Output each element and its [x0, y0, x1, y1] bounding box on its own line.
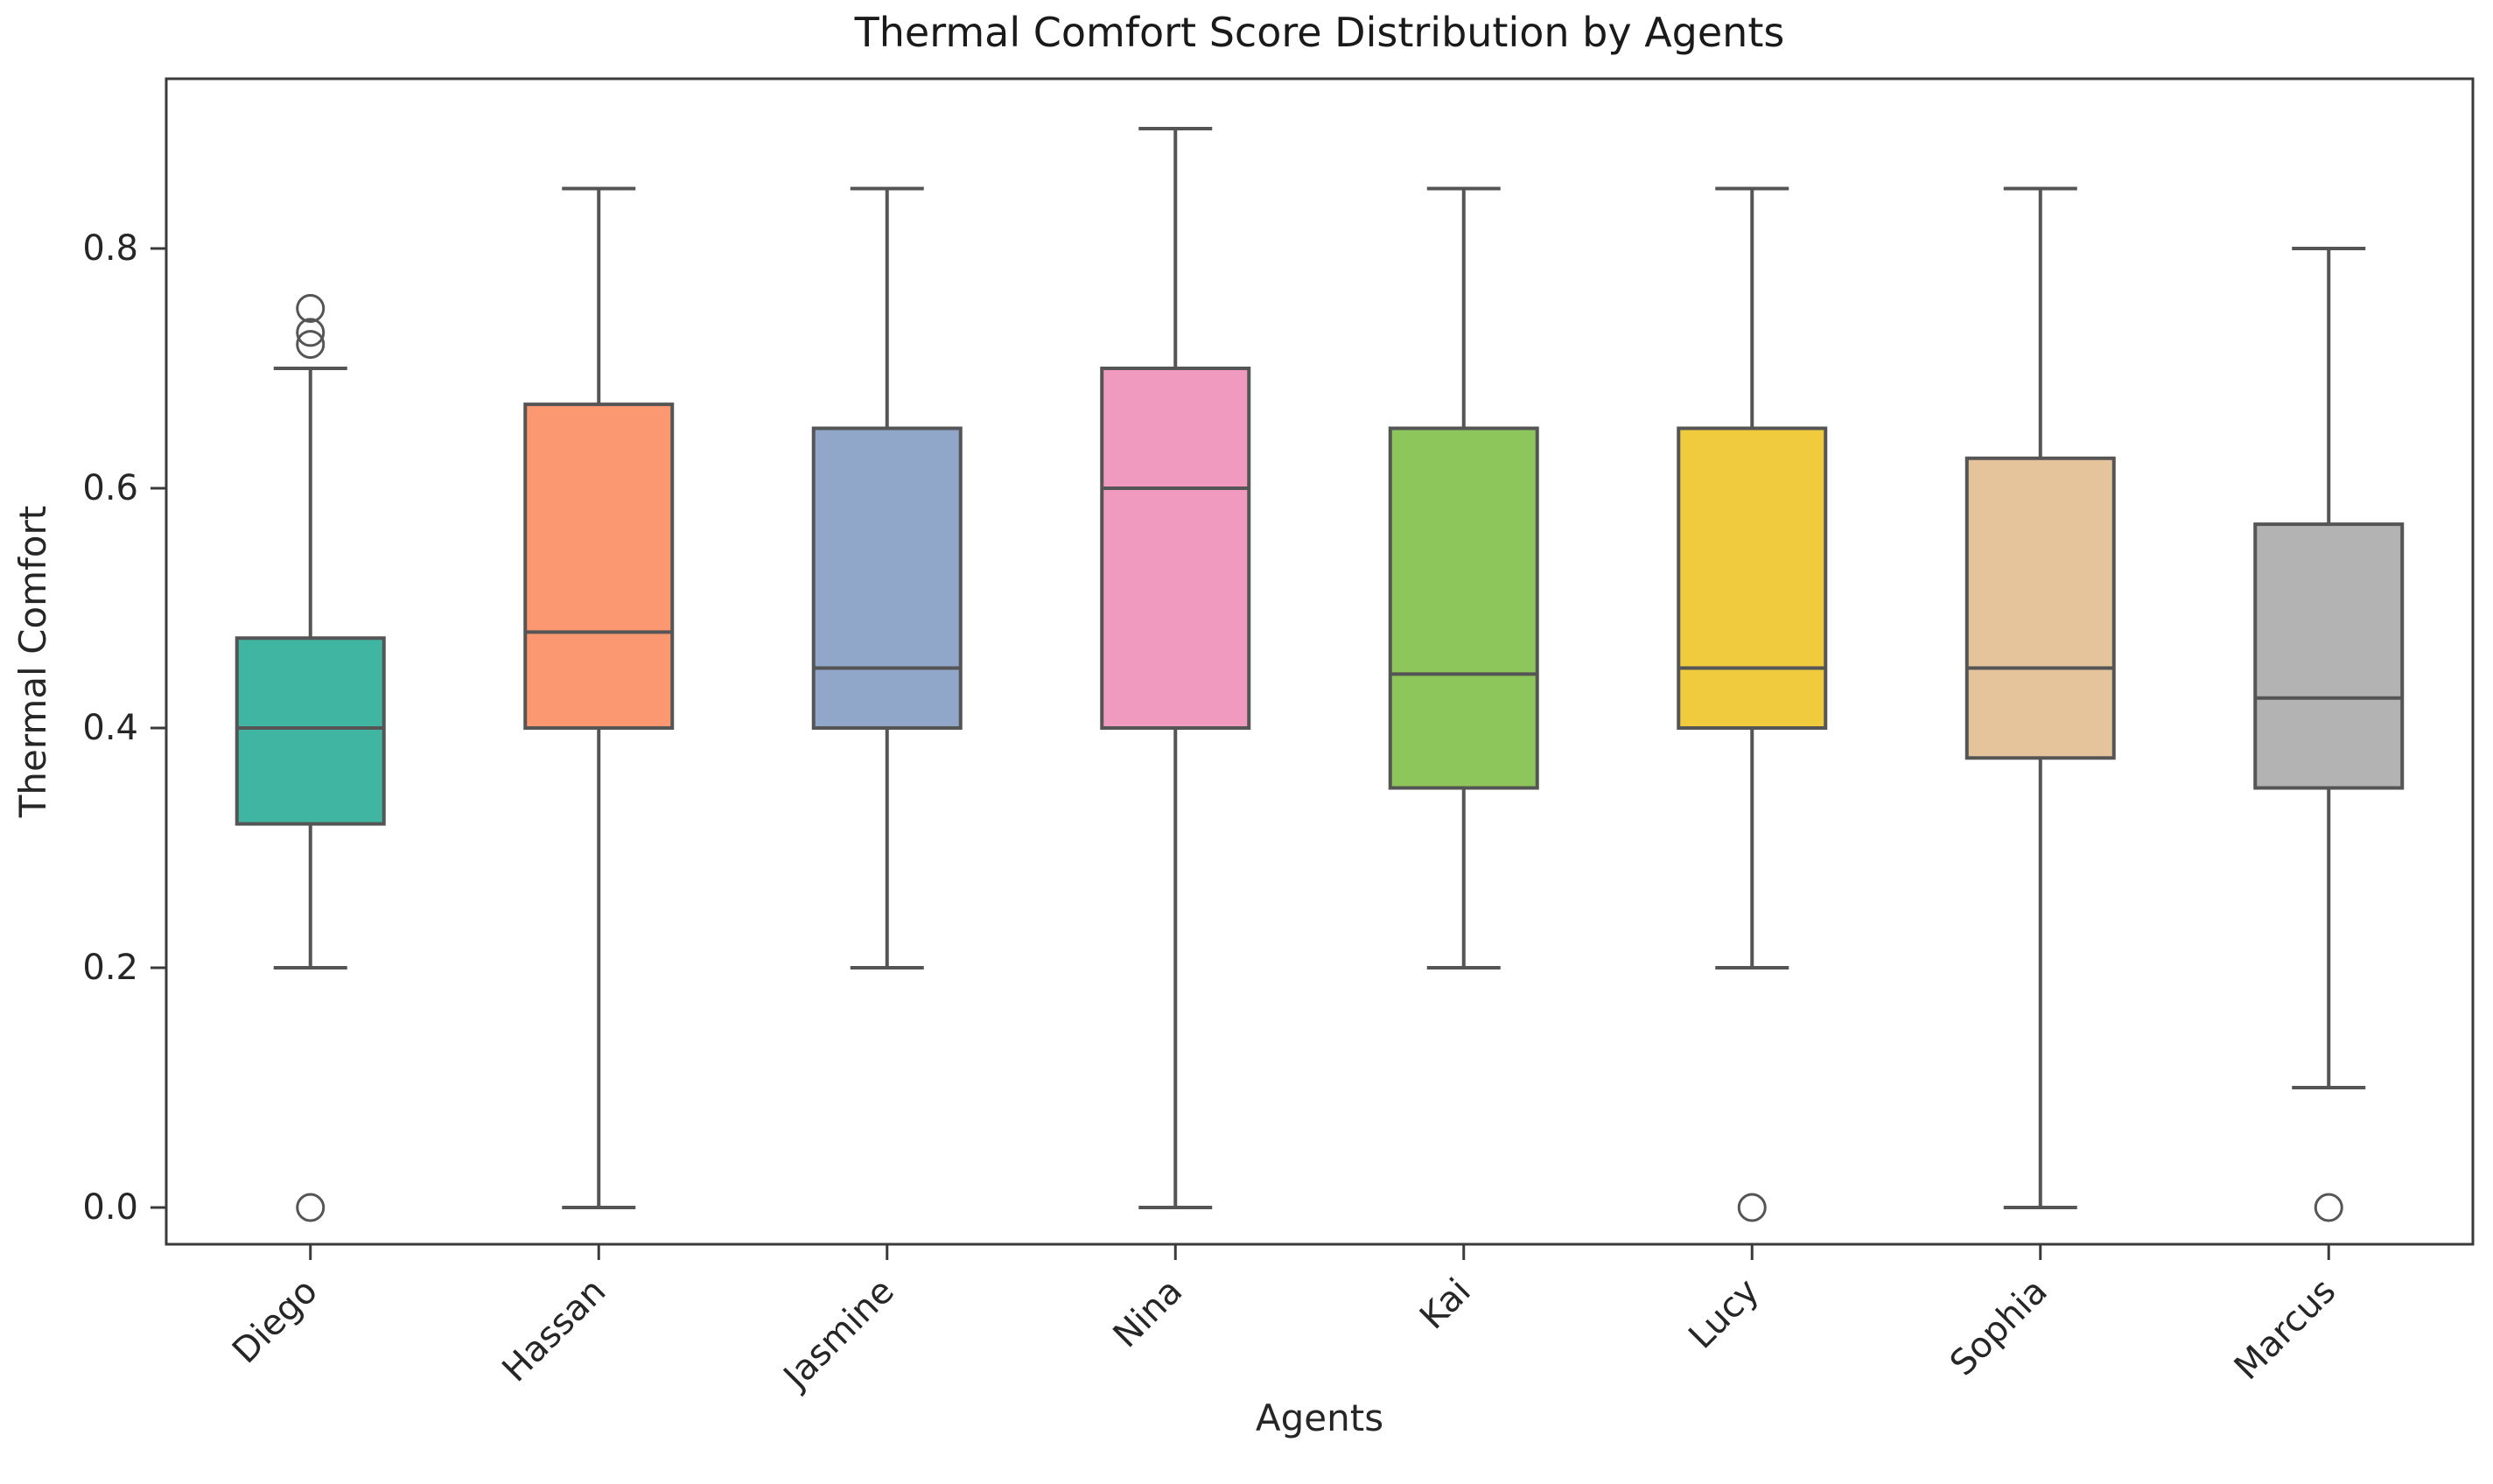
x-tick-label: Kai: [1412, 1271, 1479, 1338]
outlier-point: [2314, 1193, 2343, 1222]
x-tick-label: Nina: [1106, 1271, 1191, 1356]
box-group-sophia: [1964, 186, 2116, 1209]
outlier-point: [296, 330, 326, 360]
x-tick-label: Hassan: [494, 1271, 613, 1390]
y-tick-label: 0.0: [82, 1187, 138, 1228]
box-group-marcus: [2253, 247, 2405, 1222]
y-tick-label: 0.2: [82, 948, 138, 988]
box-group-lucy: [1677, 186, 1828, 1222]
x-tick-label: Lucy: [1681, 1271, 1767, 1357]
box-group-kai: [1388, 186, 1539, 970]
box-group-hassan: [523, 186, 675, 1209]
iqr-box: [1388, 426, 1539, 790]
y-tick-label: 0.4: [82, 708, 138, 748]
plot-area-border: [165, 77, 2475, 1246]
x-axis-label: Agents: [1256, 1396, 1383, 1439]
iqr-box: [2253, 522, 2405, 790]
y-tick-label: 0.6: [82, 468, 138, 508]
box-group-nina: [1100, 127, 1251, 1209]
box-group-jasmine: [811, 186, 963, 970]
iqr-box: [523, 402, 675, 730]
x-tick-label: Marcus: [2227, 1271, 2343, 1388]
outlier-point: [296, 1193, 326, 1222]
iqr-box: [1677, 426, 1828, 730]
outlier-point: [296, 294, 326, 323]
chart-title: Thermal Comfort Score Distribution by Ag…: [854, 9, 1785, 56]
iqr-box: [811, 426, 963, 730]
y-tick-label: 0.8: [82, 228, 138, 269]
outlier-point: [296, 318, 326, 347]
iqr-box: [1100, 367, 1251, 730]
outlier-point: [1737, 1193, 1767, 1222]
x-tick-label: Jasmine: [774, 1271, 902, 1399]
iqr-box: [1964, 456, 2116, 760]
box-group-diego: [235, 294, 386, 1222]
y-axis-label: Thermal Comfort: [11, 506, 54, 818]
iqr-box: [235, 636, 386, 826]
x-tick-label: Sophia: [1943, 1271, 2055, 1384]
x-tick-label: Diego: [225, 1271, 326, 1372]
